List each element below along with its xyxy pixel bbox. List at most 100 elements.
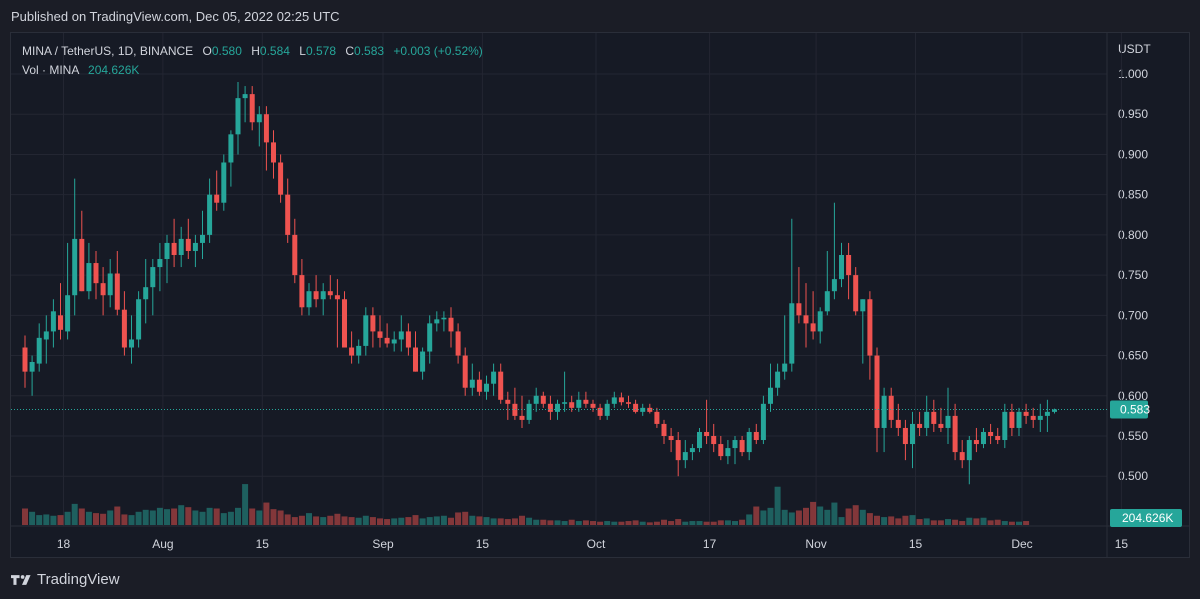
candle-body[interactable] [618, 397, 624, 403]
candle-body[interactable] [58, 315, 63, 330]
candle-body[interactable] [640, 407, 646, 412]
candle-body[interactable] [1002, 411, 1008, 441]
candle-body[interactable] [36, 337, 42, 364]
candle-body[interactable] [200, 234, 205, 243]
candle-body[interactable] [654, 411, 660, 424]
candle-body[interactable] [959, 452, 965, 461]
candle-body[interactable] [966, 440, 972, 461]
candle-body[interactable] [547, 403, 553, 412]
candle-body[interactable] [711, 436, 717, 445]
candle-body[interactable] [973, 440, 979, 445]
candle-body[interactable] [881, 395, 887, 428]
candle-body[interactable] [476, 379, 482, 392]
candle-body[interactable] [320, 291, 326, 300]
candle-body[interactable] [867, 299, 873, 356]
candle-body[interactable] [505, 399, 511, 404]
candle-body[interactable] [760, 403, 766, 441]
candle-body[interactable] [143, 287, 149, 300]
candle-body[interactable] [221, 162, 227, 203]
candle-body[interactable] [1037, 415, 1043, 420]
candle-body[interactable] [633, 403, 639, 412]
candle-body[interactable] [292, 234, 298, 276]
candle-body[interactable] [356, 345, 362, 356]
candle-body[interactable] [405, 331, 411, 348]
candle-body[interactable] [391, 339, 397, 344]
candle-body[interactable] [718, 444, 724, 457]
candle-body[interactable] [72, 238, 78, 296]
candle-body[interactable] [377, 331, 383, 338]
candle-body[interactable] [952, 415, 958, 453]
candle-body[interactable] [370, 315, 376, 332]
candle-body[interactable] [1044, 411, 1050, 416]
candle-body[interactable] [824, 291, 830, 312]
candle-body[interactable] [349, 347, 355, 356]
candle-body[interactable] [484, 383, 489, 392]
candle-body[interactable] [263, 114, 269, 143]
candle-body[interactable] [668, 436, 674, 441]
candle-body[interactable] [235, 98, 241, 135]
candle-body[interactable] [363, 315, 369, 346]
candle-body[interactable] [107, 273, 113, 296]
candle-body[interactable] [214, 194, 220, 203]
candle-body[interactable] [313, 291, 319, 300]
candle-body[interactable] [29, 361, 35, 372]
candle-body[interactable] [995, 436, 1001, 441]
candle-body[interactable] [207, 194, 213, 235]
candle-body[interactable] [874, 355, 880, 428]
candle-body[interactable] [775, 371, 781, 388]
candle-body[interactable] [427, 323, 433, 352]
candle-body[interactable] [65, 295, 71, 332]
candle-body[interactable] [931, 411, 937, 424]
candle-body[interactable] [519, 415, 525, 420]
candle-body[interactable] [839, 255, 844, 280]
candle-body[interactable] [590, 403, 596, 408]
candle-body[interactable] [455, 331, 461, 356]
candle-body[interactable] [100, 283, 106, 296]
candle-body[interactable] [831, 279, 837, 292]
candle-body[interactable] [533, 395, 539, 404]
candle-body[interactable] [185, 238, 191, 251]
candle-body[interactable] [327, 291, 333, 296]
candle-body[interactable] [242, 94, 248, 99]
candle-body[interactable] [498, 371, 504, 400]
chart-panel[interactable]: 1.000 0.950 0.900 0.850 0.800 0.750 0.700 0.650… [10, 32, 1190, 558]
legend-symbol[interactable]: MINA / TetherUS, 1D, BINANCE [22, 44, 194, 58]
candle-body[interactable] [895, 419, 901, 428]
candle-body[interactable] [171, 242, 177, 255]
candle-body[interactable] [689, 448, 695, 453]
candle-body[interactable] [753, 431, 759, 441]
candle-body[interactable] [888, 395, 894, 420]
candle-body[interactable] [611, 397, 617, 404]
candle-body[interactable] [342, 299, 347, 348]
candle-body[interactable] [398, 331, 404, 340]
candle-body[interactable] [555, 403, 560, 412]
candle-body[interactable] [789, 303, 795, 364]
candle-body[interactable] [768, 387, 773, 404]
candle-body[interactable] [796, 303, 802, 316]
candle-body[interactable] [285, 194, 291, 235]
candle-body[interactable] [491, 371, 497, 384]
candle-body[interactable] [1052, 409, 1057, 412]
candle-body[interactable] [271, 142, 276, 163]
candle-body[interactable] [129, 339, 134, 348]
candle-body[interactable] [448, 317, 454, 332]
candle-body[interactable] [79, 238, 85, 292]
candle-body[interactable] [910, 423, 915, 445]
candle-body[interactable] [846, 255, 852, 276]
candle-body[interactable] [540, 395, 546, 404]
candle-body[interactable] [661, 423, 667, 436]
candle-body[interactable] [164, 242, 170, 260]
candle-body[interactable] [945, 415, 951, 428]
candle-body[interactable] [413, 347, 418, 372]
candle-body[interactable] [86, 263, 92, 292]
candle-body[interactable] [853, 275, 859, 312]
candle-body[interactable] [420, 351, 426, 372]
candle-body[interactable] [192, 242, 198, 251]
candle-body[interactable] [902, 427, 908, 445]
candle-body[interactable] [278, 162, 284, 195]
candle-body[interactable] [782, 363, 788, 372]
candle-body[interactable] [384, 337, 390, 344]
candle-body[interactable] [675, 440, 681, 461]
candle-body[interactable] [817, 311, 823, 332]
candle-body[interactable] [228, 134, 234, 163]
